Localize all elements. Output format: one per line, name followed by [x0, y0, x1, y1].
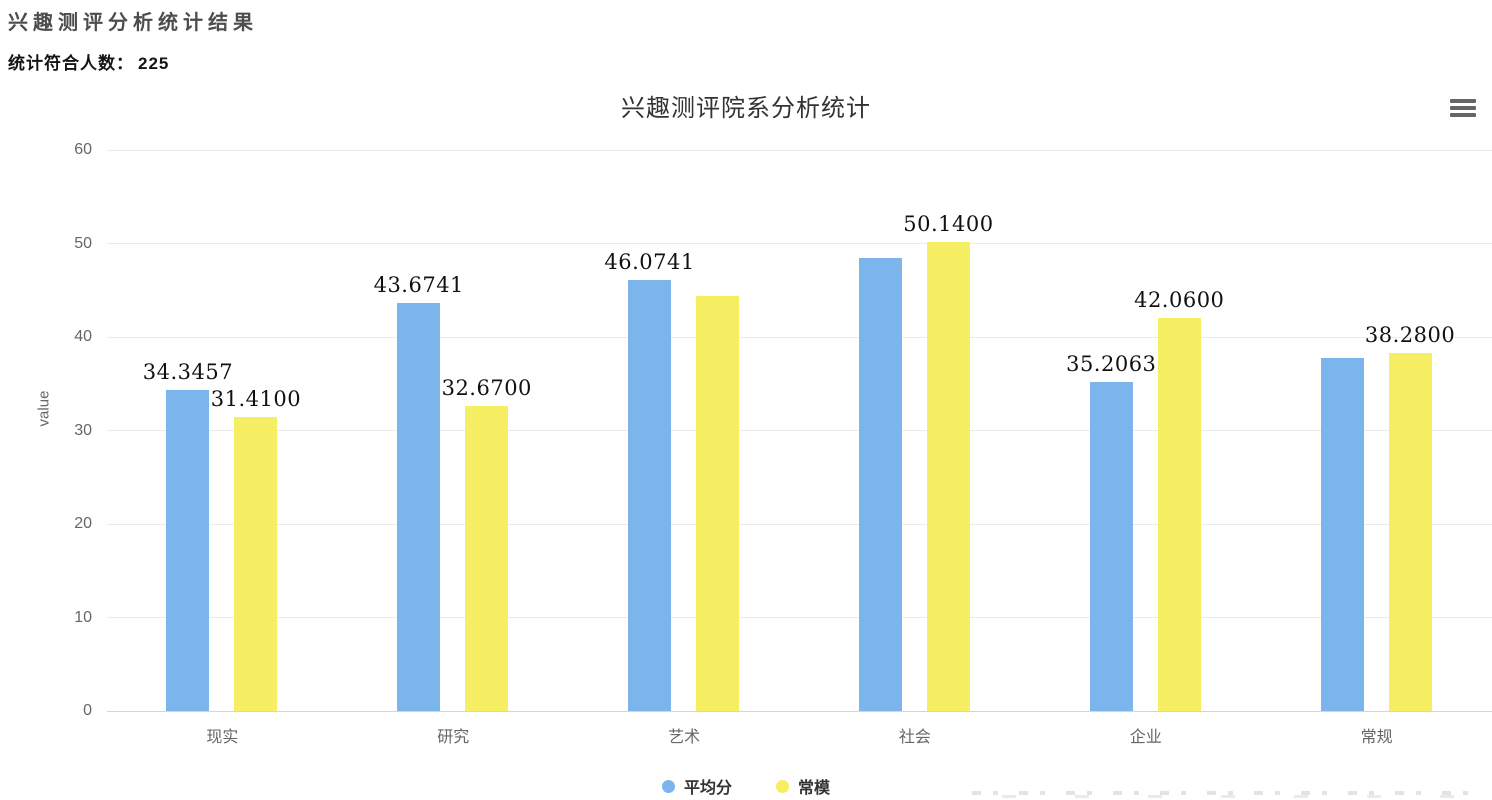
- x-category-label-1: 研究: [437, 729, 470, 746]
- chart-title: 兴趣测评院系分析统计: [621, 95, 871, 122]
- avg-data-label-4: 35.2063: [1066, 351, 1157, 376]
- avg-bar-5[interactable]: [1320, 358, 1364, 711]
- hamburger-icon: [1450, 113, 1476, 117]
- avg-bar-1[interactable]: [397, 302, 441, 711]
- norm-bar-1[interactable]: [465, 405, 509, 711]
- stat-label: 统计符合人数：: [8, 54, 134, 73]
- x-category-label-2: 艺术: [668, 729, 701, 746]
- norm-bar-5[interactable]: [1388, 353, 1432, 711]
- legend-item-norm[interactable]: 常模: [776, 774, 830, 798]
- norm-bar-3[interactable]: [926, 242, 970, 711]
- page-title: 兴趣测评分析统计结果: [8, 12, 258, 34]
- legend-item-avg[interactable]: 平均分: [661, 774, 732, 798]
- avg-bar-3[interactable]: [858, 257, 902, 711]
- y-tick-label-60: 60: [74, 141, 92, 158]
- y-tick-label-40: 40: [74, 328, 92, 345]
- y-tick-label-50: 50: [74, 234, 92, 252]
- stat-value: 225: [138, 54, 170, 73]
- legend-marker-avg: [661, 779, 675, 793]
- gridline-10: [107, 617, 1492, 618]
- x-category-label-4: 企业: [1129, 729, 1162, 746]
- y-tick-label-10: 10: [74, 608, 92, 626]
- avg-data-label-1: 43.6741: [373, 272, 464, 297]
- gridline-60: [107, 149, 1492, 151]
- hamburger-icon: [1450, 99, 1476, 103]
- hamburger-menu-button[interactable]: [1450, 99, 1478, 121]
- gridline-30: [107, 430, 1492, 431]
- norm-data-label-1: 32.6700: [441, 375, 532, 400]
- gridline-50: [107, 243, 1492, 244]
- x-axis-line: [107, 711, 1492, 712]
- stat-line: 统计符合人数： 225: [8, 49, 258, 74]
- avg-data-label-0: 34.3457: [142, 359, 234, 384]
- page-header: 兴趣测评分析统计结果 统计符合人数： 225: [8, 6, 258, 74]
- norm-data-label-3: 50.1400: [903, 212, 994, 237]
- avg-data-label-2: 46.0741: [604, 250, 695, 275]
- norm-data-label-0: 31.4100: [210, 387, 302, 412]
- norm-data-label-5: 38.2800: [1364, 323, 1456, 348]
- y-tick-label-20: 20: [74, 515, 92, 532]
- avg-bar-4[interactable]: [1089, 381, 1133, 711]
- gridline-20: [107, 523, 1492, 525]
- norm-bar-2[interactable]: [696, 296, 740, 711]
- x-category-label-3: 社会: [898, 729, 931, 746]
- hamburger-icon: [1450, 106, 1476, 110]
- y-tick-label-0: 0: [83, 702, 92, 719]
- x-category-label-5: 常规: [1360, 729, 1393, 746]
- legend-marker-norm: [776, 779, 789, 793]
- x-category-label-0: 现实: [206, 729, 239, 746]
- legend: 平均分 常模: [0, 774, 1492, 798]
- legend-label-avg: 平均分: [683, 780, 732, 797]
- gridline-40: [107, 336, 1492, 338]
- avg-bar-0[interactable]: [166, 389, 210, 711]
- norm-data-label-4: 42.0600: [1134, 287, 1225, 312]
- norm-bar-4[interactable]: [1157, 317, 1201, 711]
- y-tick-label-30: 30: [74, 421, 92, 439]
- norm-bar-0[interactable]: [234, 417, 278, 711]
- avg-bar-2[interactable]: [628, 280, 672, 711]
- legend-label-norm: 常模: [798, 780, 831, 797]
- clipped-footnote-text: [972, 791, 1488, 800]
